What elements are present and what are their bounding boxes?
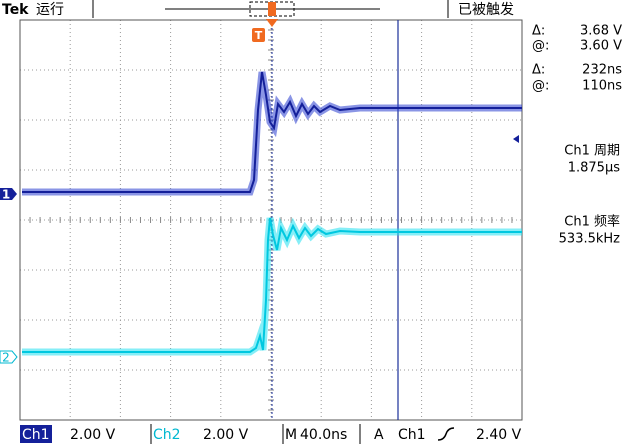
ch2-scale: 2.00 V xyxy=(203,427,249,443)
trigger-marker xyxy=(252,28,265,42)
cursor-delta: 232ns xyxy=(582,63,622,78)
brand: Tek xyxy=(2,2,29,18)
ch2-trace xyxy=(22,217,522,353)
ch2-marker-label: 2 xyxy=(2,351,10,365)
cursor-at-label: @: xyxy=(532,39,549,54)
ch1-label: Ch1 xyxy=(22,427,50,443)
measurement-label: Ch1 周期 xyxy=(564,144,620,159)
cursor-at-label: @: xyxy=(532,79,549,94)
ch1-marker xyxy=(0,188,17,200)
cursor-at: 110ns xyxy=(582,79,622,94)
trigger-mode: A xyxy=(374,427,384,443)
cursor-delta: 3.68 V xyxy=(580,24,622,39)
cursor-delta-label: Δ: xyxy=(532,24,545,39)
trigger-position xyxy=(268,2,276,16)
cursor-delta-label: Δ: xyxy=(532,63,545,78)
trigger-source: Ch1 xyxy=(398,427,426,443)
measurement-value: 1.875µs xyxy=(568,161,620,176)
ch1-trace xyxy=(22,71,522,193)
trigger-state: 已被触发 xyxy=(458,2,514,18)
ch1-badge xyxy=(20,425,52,443)
timebase: 40.0ns xyxy=(300,427,347,443)
trigger-level-value: 2.40 V xyxy=(476,427,522,443)
measurement-value: 533.5kHz xyxy=(559,232,621,247)
timebase-label: M xyxy=(285,427,297,443)
cursor-at: 3.60 V xyxy=(580,39,622,54)
trigger-position xyxy=(266,19,278,27)
trigger-marker-label: T xyxy=(255,29,263,42)
edge-icon xyxy=(437,427,455,441)
ch2-label: Ch2 xyxy=(153,427,181,443)
ch1-scale: 2.00 V xyxy=(70,427,116,443)
ch2-marker xyxy=(0,350,18,364)
run-status: 运行 xyxy=(36,2,64,18)
measurement-label: Ch1 频率 xyxy=(564,214,620,230)
ch1-marker-label: 1 xyxy=(2,188,10,202)
trigger-level xyxy=(513,135,519,143)
